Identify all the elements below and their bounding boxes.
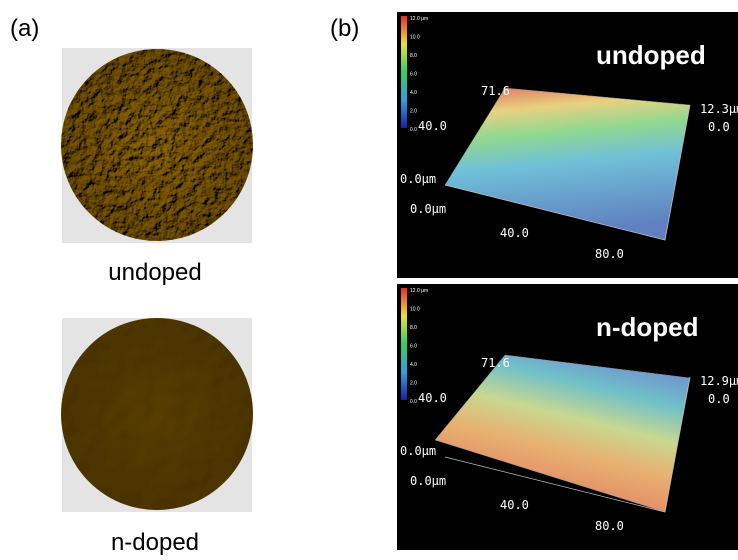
colorbar-label: 8.0: [410, 325, 417, 331]
colorbar: [401, 16, 407, 128]
axis-label: 40.0: [418, 391, 447, 405]
colorbar-label: 12.0 μm: [410, 288, 428, 294]
colorbar-label: 6.0: [410, 72, 417, 78]
colorbar-label: 6.0: [410, 344, 417, 350]
figure: (a) (b) undoped n-doped 12.0 μm 10.0 8.0 6.…: [0, 0, 738, 560]
axis-label: 80.0: [595, 247, 624, 261]
axis-label: 12.9μm: [700, 374, 738, 388]
colorbar-label: 10.0: [410, 35, 420, 41]
axis-label: 0.0: [708, 392, 730, 406]
axis-label: 71.6: [481, 356, 510, 370]
axis-label: 40.0: [500, 226, 529, 240]
colorbar-label: 4.0: [410, 90, 417, 96]
axis-label: 40.0: [500, 498, 529, 512]
caption: n-doped: [111, 529, 199, 556]
axis-label: 0.0μm: [410, 202, 446, 216]
colorbar-label: 0.0: [410, 399, 417, 405]
axis-label: 40.0: [418, 119, 447, 133]
panel-label: (a): [10, 15, 39, 42]
sample-photo: [61, 49, 253, 241]
axis-label: 80.0: [595, 519, 624, 533]
sample-photo: [61, 318, 253, 510]
caption: undoped: [108, 259, 201, 286]
axis-label: 0.0: [708, 120, 730, 134]
colorbar-label: 10.0: [410, 307, 420, 313]
surface-plots: 12.0 μm 10.0 8.0 6.0 4.0 2.0 0.0 undoped 71.6 40.…: [397, 12, 738, 550]
axis-label: 0.0μm: [400, 444, 436, 458]
plot-title: n-doped: [596, 312, 699, 342]
colorbar-label: 2.0: [410, 381, 417, 387]
plot-title: undoped: [596, 40, 706, 70]
colorbar-label: 8.0: [410, 53, 417, 59]
colorbar-label: 4.0: [410, 362, 417, 368]
axis-label: 0.0μm: [410, 474, 446, 488]
axis-label: 0.0μm: [400, 172, 436, 186]
colorbar-label: 12.0 μm: [410, 16, 428, 22]
colorbar-label: 2.0: [410, 109, 417, 115]
panel-label: (b): [330, 15, 359, 42]
colorbar-label: 0.0: [410, 127, 417, 133]
axis-label: 12.3μm: [700, 102, 738, 116]
colorbar: [401, 288, 407, 400]
axis-label: 71.6: [481, 84, 510, 98]
